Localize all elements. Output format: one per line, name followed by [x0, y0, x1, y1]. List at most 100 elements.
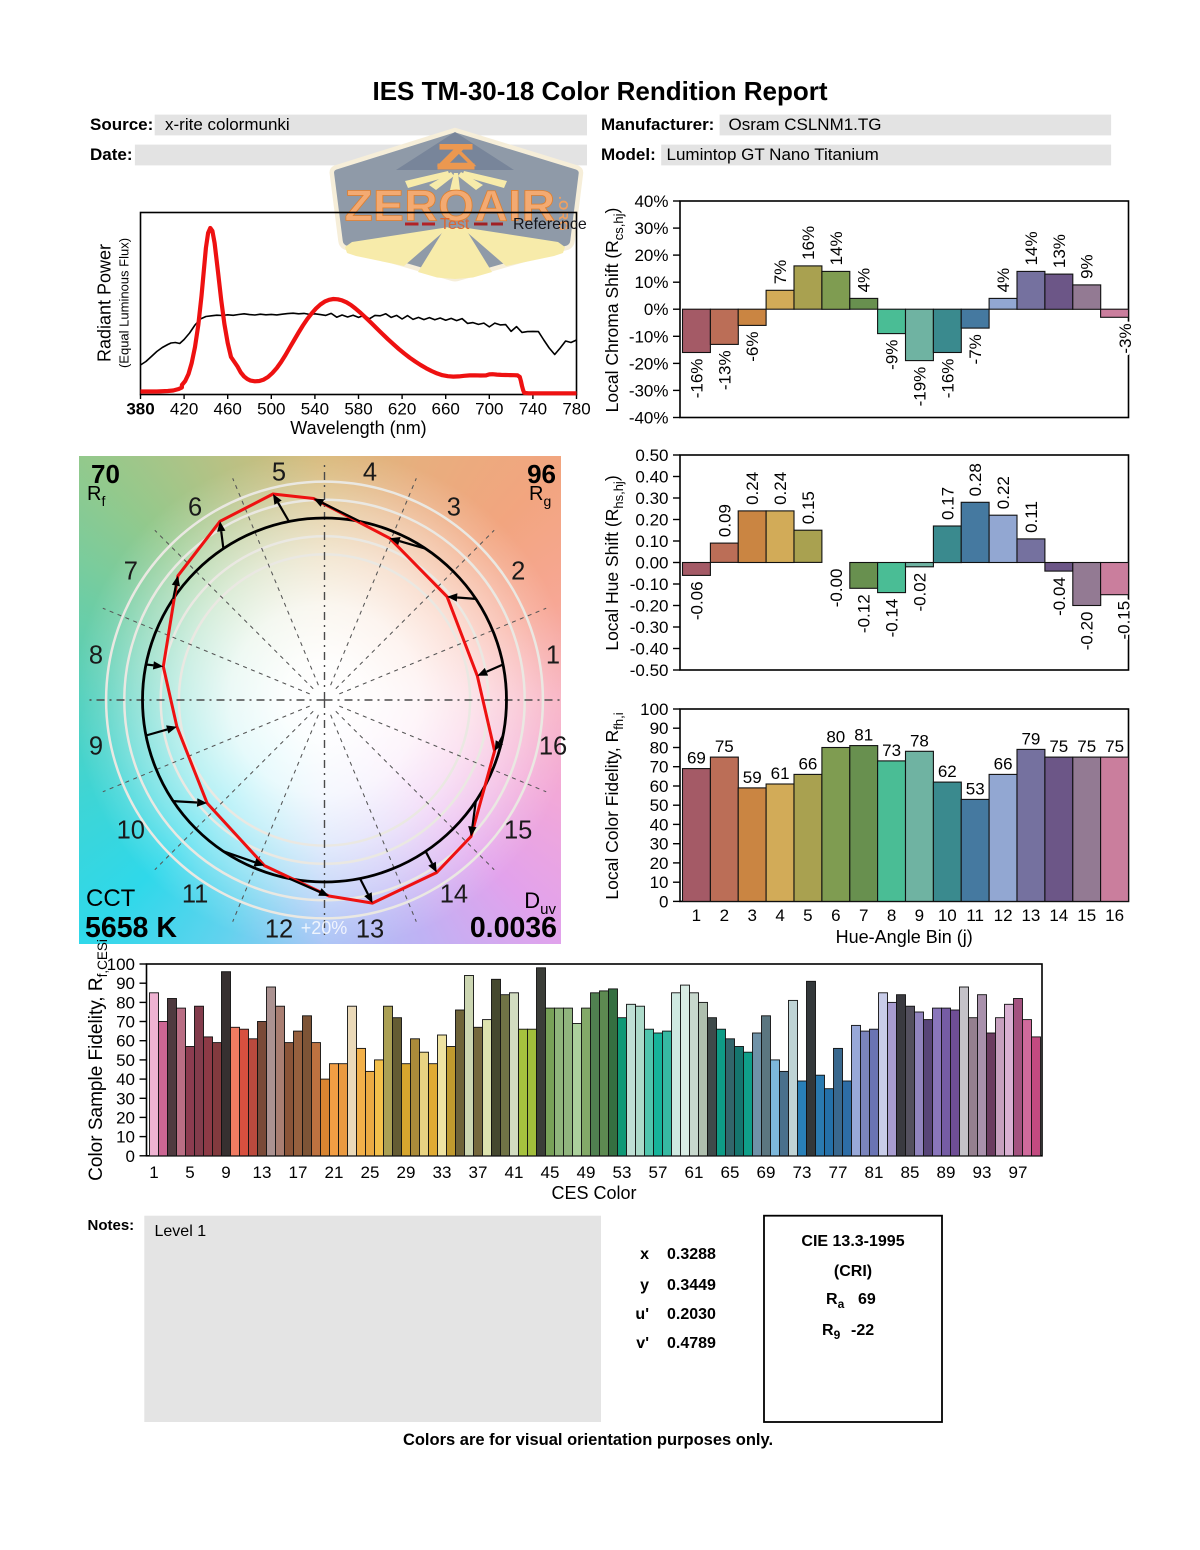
svg-text:Level 1: Level 1 [155, 1223, 207, 1240]
svg-text:0.50: 0.50 [635, 446, 668, 465]
svg-text:69: 69 [687, 749, 706, 768]
svg-text:70: 70 [650, 758, 669, 777]
svg-text:-0.20: -0.20 [630, 597, 669, 616]
svg-text:3: 3 [747, 906, 756, 925]
svg-text:-0.04: -0.04 [1050, 577, 1069, 616]
svg-text:15: 15 [1077, 906, 1096, 925]
svg-text:0.10: 0.10 [635, 532, 668, 551]
svg-text:8: 8 [887, 906, 896, 925]
svg-text:Lumintop GT Nano Titanium: Lumintop GT Nano Titanium [667, 145, 879, 164]
svg-text:10: 10 [116, 1128, 135, 1147]
svg-text:1: 1 [546, 642, 560, 670]
svg-text:20%: 20% [634, 246, 668, 265]
svg-text:53: 53 [966, 779, 985, 798]
svg-text:75: 75 [1049, 737, 1068, 756]
svg-text:16: 16 [1105, 906, 1124, 925]
svg-text:-13%: -13% [715, 350, 734, 390]
svg-text:580: 580 [344, 400, 372, 419]
svg-text:12: 12 [994, 906, 1013, 925]
svg-text:80: 80 [116, 993, 135, 1012]
svg-text:-6%: -6% [743, 332, 762, 362]
svg-text:0.28: 0.28 [966, 463, 985, 496]
svg-text:-0.40: -0.40 [630, 640, 669, 659]
svg-text:-0.50: -0.50 [630, 661, 669, 680]
svg-text:77: 77 [829, 1163, 848, 1182]
svg-text:69: 69 [757, 1163, 776, 1182]
svg-text:Test: Test [440, 216, 470, 233]
svg-text:420: 420 [170, 400, 198, 419]
svg-text:59: 59 [743, 768, 762, 787]
svg-text:u': u' [635, 1306, 649, 1323]
svg-text:41: 41 [505, 1163, 524, 1182]
svg-text:740: 740 [519, 400, 547, 419]
svg-text:-16%: -16% [938, 359, 957, 399]
svg-text:69: 69 [858, 1291, 876, 1308]
svg-text:14: 14 [440, 881, 468, 909]
svg-text:(Equal Luminous Flux): (Equal Luminous Flux) [117, 238, 132, 368]
svg-text:10%: 10% [634, 273, 668, 292]
svg-text:75: 75 [715, 737, 734, 756]
svg-text:-19%: -19% [910, 367, 929, 407]
svg-text:x: x [640, 1246, 649, 1263]
svg-text:20: 20 [650, 854, 669, 873]
svg-text:13%: 13% [1050, 234, 1069, 268]
svg-text:15: 15 [504, 816, 532, 844]
svg-text:(CRI): (CRI) [834, 1263, 872, 1280]
svg-text:0.4789: 0.4789 [667, 1335, 716, 1352]
svg-text:0.0036: 0.0036 [470, 912, 557, 944]
svg-text:380: 380 [126, 400, 154, 419]
svg-text:30: 30 [650, 835, 669, 854]
svg-text:75: 75 [1077, 737, 1096, 756]
svg-text:660: 660 [432, 400, 460, 419]
svg-text:.ORG: .ORG [556, 196, 571, 231]
svg-text:29: 29 [397, 1163, 416, 1182]
svg-text:4: 4 [775, 906, 784, 925]
svg-text:1: 1 [692, 906, 701, 925]
svg-text:-16%: -16% [687, 359, 706, 399]
svg-text:Date:: Date: [90, 145, 133, 164]
svg-text:53: 53 [613, 1163, 632, 1182]
svg-text:-0.00: -0.00 [827, 569, 846, 608]
svg-text:73: 73 [882, 741, 901, 760]
svg-text:62: 62 [938, 762, 957, 781]
svg-text:81: 81 [854, 726, 873, 745]
svg-text:-40%: -40% [629, 409, 669, 428]
svg-text:0.40: 0.40 [635, 468, 668, 487]
svg-text:Colors are for visual orientat: Colors are for visual orientation purpos… [403, 1431, 773, 1449]
svg-text:9%: 9% [1078, 254, 1097, 279]
svg-text:9: 9 [915, 906, 924, 925]
svg-text:10: 10 [938, 906, 957, 925]
svg-text:80: 80 [826, 728, 845, 747]
svg-text:100: 100 [640, 700, 668, 719]
svg-text:45: 45 [541, 1163, 560, 1182]
svg-text:8: 8 [89, 642, 103, 670]
svg-text:66: 66 [798, 754, 817, 773]
svg-text:97: 97 [1009, 1163, 1028, 1182]
svg-text:-7%: -7% [966, 334, 985, 364]
svg-text:0: 0 [659, 892, 668, 911]
svg-text:40%: 40% [634, 192, 668, 211]
svg-text:13: 13 [253, 1163, 272, 1182]
svg-text:7: 7 [859, 906, 868, 925]
svg-text:14: 14 [1049, 906, 1068, 925]
svg-text:IES TM-30-18 Color Rendition R: IES TM-30-18 Color Rendition Report [372, 76, 827, 106]
svg-text:16%: 16% [799, 226, 818, 260]
svg-text:Reference: Reference [513, 216, 587, 233]
svg-text:70: 70 [116, 1013, 135, 1032]
svg-text:9: 9 [89, 733, 103, 761]
svg-text:0: 0 [126, 1147, 135, 1166]
svg-text:65: 65 [721, 1163, 740, 1182]
svg-text:CCT: CCT [86, 885, 136, 912]
svg-text:-0.15: -0.15 [1115, 601, 1134, 640]
svg-text:12: 12 [265, 916, 293, 944]
svg-text:0.3288: 0.3288 [667, 1246, 716, 1263]
svg-text:0.11: 0.11 [1022, 501, 1041, 533]
svg-text:Local Chroma Shift (Rcs,hj): Local Chroma Shift (Rcs,hj) [602, 208, 626, 413]
svg-text:Hue-Angle Bin (j): Hue-Angle Bin (j) [836, 927, 973, 947]
svg-text:0.2030: 0.2030 [667, 1306, 716, 1323]
svg-text:11: 11 [182, 881, 208, 909]
svg-text:90: 90 [116, 974, 135, 993]
svg-text:-3%: -3% [1116, 323, 1135, 353]
svg-text:11: 11 [966, 906, 984, 925]
svg-text:Osram CSLNM1.TG: Osram CSLNM1.TG [729, 115, 882, 134]
